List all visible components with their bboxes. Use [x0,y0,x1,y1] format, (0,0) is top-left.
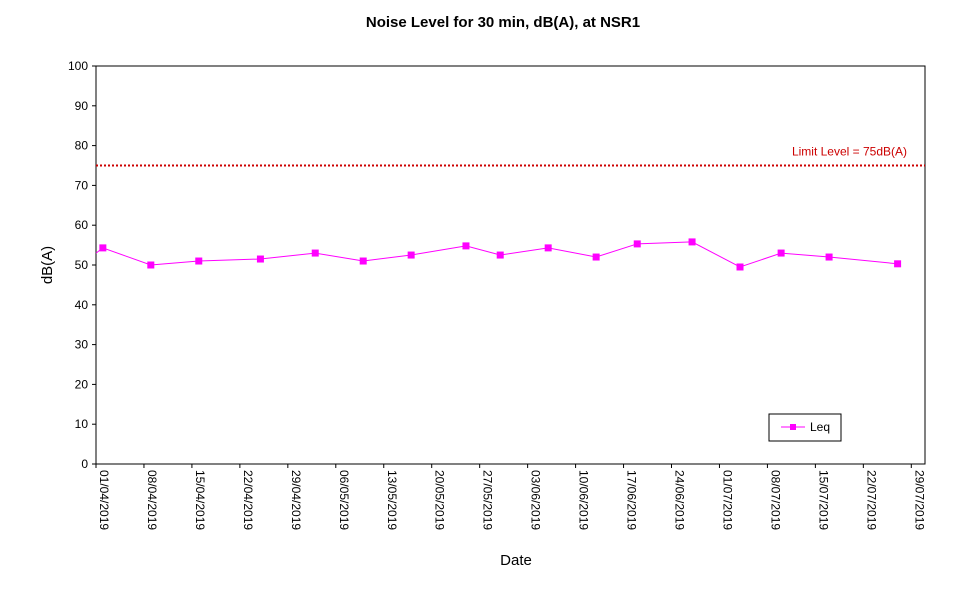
data-point [688,238,696,246]
legend-label-leq: Leq [810,420,830,434]
reference-lines: Limit Level = 75dB(A) [96,145,925,167]
y-axis-label: dB(A) [39,246,56,284]
data-point [777,249,785,257]
x-tick-label: 06/05/2019 [337,470,351,530]
x-axis-label: Date [500,552,532,569]
y-tick-label: 60 [75,218,89,232]
series-group [95,238,902,271]
x-tick-label: 29/07/2019 [912,470,926,530]
legend-marker-leq [790,424,796,430]
data-point [592,253,600,261]
y-tick-label: 50 [75,258,89,272]
data-point [195,257,203,265]
data-point [359,257,367,265]
data-point [544,244,552,252]
x-tick-label: 13/05/2019 [385,470,399,530]
x-tick-label: 15/07/2019 [816,470,830,530]
y-tick-label: 90 [75,99,89,113]
x-tick-label: 29/04/2019 [289,470,303,530]
data-point [147,261,155,269]
x-tick-label: 15/04/2019 [193,470,207,530]
x-tick-label: 22/04/2019 [241,470,255,530]
x-tick-label: 27/05/2019 [481,470,495,530]
chart-title: Noise Level for 30 min, dB(A), at NSR1 [366,14,640,31]
x-tick-label: 10/06/2019 [577,470,591,530]
y-tick-label: 20 [75,377,89,391]
y-tick-label: 100 [68,59,88,73]
data-point [311,249,319,257]
data-point [99,244,107,252]
series-line-leq [95,241,898,268]
x-tick-label: 24/06/2019 [673,470,687,530]
x-tick-label: 22/07/2019 [864,470,878,530]
data-point [462,242,470,250]
x-tick-label: 08/07/2019 [768,470,782,530]
data-point [407,251,415,259]
data-point [825,253,833,261]
data-point [256,255,264,263]
data-point [894,260,902,268]
data-point [496,251,504,259]
x-tick-label: 17/06/2019 [625,470,639,530]
data-point [736,263,744,271]
data-point [633,240,641,248]
y-axis: 0 10 20 30 40 50 60 70 80 90 100 [68,59,96,471]
x-tick-label: 08/04/2019 [145,470,159,530]
x-tick-label: 01/04/2019 [97,470,111,530]
limit-level-label: Limit Level = 75dB(A) [792,145,907,159]
x-tick-label: 01/07/2019 [720,470,734,530]
y-tick-label: 30 [75,338,89,352]
x-tick-label: 20/05/2019 [433,470,447,530]
x-tick-label: 03/06/2019 [529,470,543,530]
plot-area [95,65,926,465]
y-tick-label: 80 [75,139,89,153]
y-tick-label: 0 [81,457,88,471]
y-tick-label: 10 [75,417,89,431]
x-axis: 01/04/2019 08/04/2019 15/04/2019 22/04/2019… [95,464,926,530]
legend: Leq [768,413,842,442]
y-tick-label: 70 [75,178,89,192]
y-tick-label: 40 [75,298,89,312]
